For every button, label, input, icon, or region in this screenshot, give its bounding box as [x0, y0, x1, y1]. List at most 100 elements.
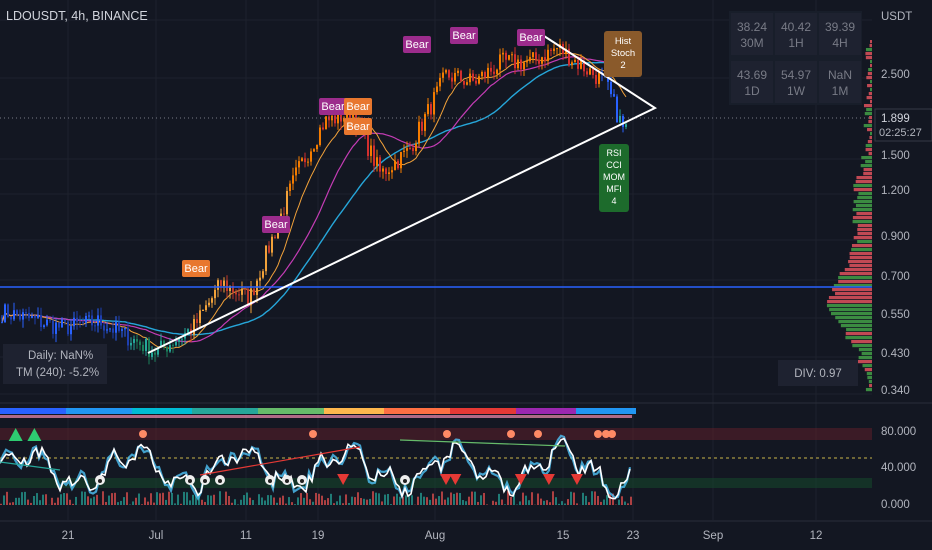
- heat-strip-cell: [588, 408, 594, 414]
- volume-profile-bar: [838, 276, 872, 280]
- candle: [517, 55, 519, 71]
- time-axis[interactable]: 21 Jul 11 19 Aug 15 23 Sep 12: [62, 530, 823, 542]
- heat-strip-cell: [6, 408, 12, 414]
- volume-bar: [75, 496, 77, 505]
- candle: [265, 245, 267, 276]
- volume-bar: [618, 499, 620, 505]
- heat-strip-cell: [372, 408, 378, 414]
- heat-strip-cell: [144, 408, 150, 414]
- volume-bar: [51, 497, 53, 505]
- oscillator-line: [0, 437, 631, 500]
- svg-text:1W: 1W: [787, 84, 806, 98]
- candle: [82, 317, 84, 326]
- svg-text:1H: 1H: [788, 36, 803, 50]
- volume-profile-bar: [868, 152, 872, 156]
- volume-profile-bar: [870, 100, 872, 104]
- volume-profile-bar: [868, 380, 872, 384]
- volume-profile-bar: [853, 200, 872, 204]
- volume-bar: [45, 494, 47, 505]
- heat-strip-cell: [522, 408, 528, 414]
- volume-bar: [18, 497, 20, 505]
- bearish-signal-triangle: [542, 474, 555, 485]
- volume-profile-bar: [868, 92, 872, 96]
- volume-profile-bar: [869, 384, 872, 388]
- volume-bar: [24, 491, 26, 505]
- heat-strip-cell: [48, 408, 54, 414]
- volume-bar: [477, 501, 479, 505]
- div-value: DIV: 0.97: [794, 368, 842, 380]
- volume-bar: [240, 499, 242, 505]
- volume-bar: [582, 492, 584, 505]
- volume-profile-bar: [867, 128, 872, 132]
- rsi-timeframe-table: 38.24 30M 40.42 1H 39.39 4H 43.69 1D 54.97 1W…: [729, 11, 862, 105]
- oscillator-tick: 40.000: [881, 462, 916, 474]
- volume-bar: [249, 497, 251, 505]
- heat-strip-cell: [474, 408, 480, 414]
- hist-stoch-label: Hist Stoch 2: [604, 31, 642, 77]
- heat-strip-cell: [360, 408, 366, 414]
- volume-bar: [363, 498, 365, 505]
- triangle-trendline[interactable]: [147, 35, 658, 354]
- volume-bar: [36, 493, 38, 505]
- svg-text:4: 4: [611, 196, 616, 206]
- candle: [244, 287, 246, 295]
- heat-strip-cell: [258, 408, 264, 414]
- volume-bar: [519, 501, 521, 505]
- volume-profile-bar: [867, 140, 872, 144]
- candle: [322, 122, 324, 131]
- volume-bar: [501, 499, 503, 505]
- heat-strip-cell: [432, 408, 438, 414]
- volume-bar: [135, 497, 137, 505]
- volume-bar: [39, 500, 41, 505]
- volume-profile-bar: [865, 144, 872, 148]
- volume-profile-bar: [844, 268, 872, 272]
- price-axis[interactable]: USDT 2.500 1.899 02:25:27 1.500 1.200 0.…: [874, 11, 932, 397]
- heat-strip-cell: [486, 408, 492, 414]
- volume-bar: [165, 499, 167, 505]
- volume-bar: [567, 499, 569, 505]
- volume-bar: [546, 500, 548, 505]
- rocket-marker: [443, 430, 451, 438]
- heat-strip-cell: [0, 408, 6, 414]
- volume-bar: [30, 502, 32, 505]
- volume-profile-bar: [826, 304, 872, 308]
- volume-bar: [189, 500, 191, 505]
- heat-strip-cell: [438, 408, 444, 414]
- volume-bar: [456, 492, 458, 505]
- volume-profile-bar: [870, 64, 872, 68]
- candle: [376, 149, 378, 172]
- symbol-header[interactable]: LDOUSDT, 4h, BINANCE: [6, 9, 148, 23]
- volume-profile-bar: [870, 60, 872, 64]
- candle: [442, 67, 444, 83]
- volume-profile-bar: [846, 328, 872, 332]
- candle: [469, 68, 471, 86]
- candle: [499, 48, 501, 77]
- volume-bar: [471, 491, 473, 505]
- volume-bar: [207, 495, 209, 505]
- heat-strip-cell: [96, 408, 102, 414]
- candle: [535, 48, 537, 65]
- volume-bar: [624, 501, 626, 505]
- candle: [589, 66, 591, 76]
- volume-bar: [432, 493, 434, 505]
- volume-bar: [540, 498, 542, 505]
- volume-bar: [549, 502, 551, 505]
- heat-strip-cell: [576, 408, 582, 414]
- candle: [181, 338, 183, 346]
- heat-strip-cell: [594, 408, 600, 414]
- volume-profile-bar: [870, 40, 872, 44]
- candle: [313, 148, 315, 152]
- candle: [412, 143, 414, 155]
- volume-bar: [393, 496, 395, 505]
- heat-strip-cell: [300, 408, 306, 414]
- candle: [436, 81, 438, 95]
- candle: [502, 48, 504, 63]
- volume-profile-bar: [849, 252, 872, 256]
- tm-change-label: TM (240): -5.2%: [16, 367, 99, 379]
- candle: [538, 54, 540, 70]
- candle: [133, 335, 135, 351]
- volume-profile-bar: [865, 56, 872, 60]
- heat-strip-cell: [72, 408, 78, 414]
- candle: [418, 115, 420, 148]
